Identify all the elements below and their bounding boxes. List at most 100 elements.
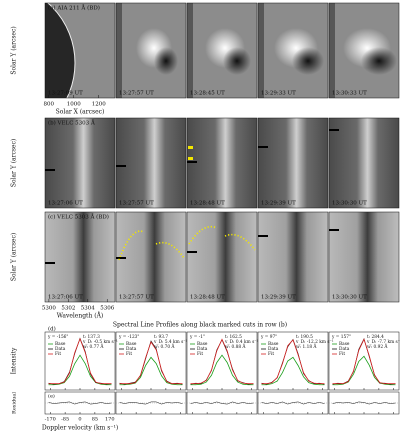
x-tick-label: 5306	[100, 306, 114, 312]
profile-line	[332, 355, 396, 386]
marker	[188, 157, 193, 160]
row-label: (a) AIA 211 Å (BD)	[48, 4, 100, 12]
fit-parameter: v_D: 5.4 km s⁻¹	[153, 339, 188, 345]
panel-label: (d)	[48, 326, 56, 333]
panel-frame	[115, 117, 187, 209]
legend-label: Fit	[197, 352, 203, 357]
panel-label: (e)	[48, 393, 55, 400]
legend-label: Data	[339, 347, 350, 352]
timestamp: 13:29:33 UT	[261, 91, 296, 97]
legend-label: Fit	[55, 352, 61, 357]
x-axis-label: Doppler velocity (km s⁻¹)	[42, 425, 118, 432]
timestamp: 13:28:48 UT	[190, 295, 225, 301]
image-panel	[258, 212, 328, 302]
legend-label: Fit	[126, 352, 132, 357]
fit-parameter: w: 0.92 Å	[367, 344, 388, 350]
image-panel	[329, 212, 399, 302]
row-label: (c) VELC 5303 Å (BD)	[48, 213, 109, 221]
limb	[116, 3, 122, 98]
traced-front	[188, 225, 218, 245]
dark-region	[154, 47, 178, 75]
legend-label: Data	[55, 347, 66, 352]
legend-label: Base	[268, 342, 279, 347]
fit-parameter: t: 284.4	[367, 335, 384, 340]
limb	[329, 3, 335, 98]
residual-line	[261, 401, 325, 405]
dark-region	[292, 47, 324, 75]
panel-frame	[186, 211, 258, 303]
x-axis-label: Wavelength (Å)	[57, 312, 104, 320]
y-axis-label: Solar Y (arcsec)	[11, 233, 18, 281]
image-panel	[116, 118, 186, 208]
x-tick-label: 5302	[61, 306, 75, 312]
residual-line	[332, 401, 396, 405]
timestamp: 13:30:33 UT	[332, 91, 367, 97]
image-panel	[187, 118, 257, 208]
limb	[258, 3, 264, 98]
timestamp: 13:29:39 UT	[261, 295, 296, 301]
image-panel	[116, 212, 186, 302]
panel-frame	[257, 2, 329, 99]
panel-frame	[328, 211, 400, 303]
y-axis-label: Intensity	[11, 347, 18, 374]
profile-line	[190, 354, 254, 386]
fit-parameter: v_D: -7.7 km s⁻¹	[366, 339, 400, 345]
residual-line	[119, 401, 183, 405]
timestamp: 13:27:57 UT	[119, 201, 154, 207]
profiles-title: Spectral Line Profiles along black marke…	[113, 322, 287, 329]
legend-label: Fit	[268, 352, 274, 357]
legend-label: Data	[126, 347, 137, 352]
timestamp: 13:27:06 UT	[48, 201, 83, 207]
legend-label: Data	[268, 347, 279, 352]
panel-frame	[328, 2, 400, 99]
residual-line	[190, 401, 254, 405]
panel-frame	[44, 2, 116, 99]
panel-frame	[257, 117, 329, 209]
fit-parameter: v_D: -0.5 km s⁻¹	[82, 339, 118, 345]
legend-label: Data	[197, 347, 208, 352]
row-label: (b) VELC 5303 Å	[48, 119, 96, 127]
fit-parameter: t: 93.7	[154, 335, 168, 340]
dark-region	[361, 47, 397, 75]
timestamp: 13:30:30 UT	[332, 295, 367, 301]
legend-label: Base	[126, 342, 137, 347]
fit-parameter: t: 162.5	[225, 335, 242, 340]
timestamp: 13:27:09 UT	[48, 91, 83, 97]
legend-label: Base	[55, 342, 66, 347]
profile-line	[332, 338, 396, 385]
solar-disk	[45, 3, 76, 98]
cut-position: y = 97"	[260, 335, 277, 340]
x-tick-label: -170	[45, 417, 56, 423]
panel-frame	[115, 2, 187, 99]
timestamp: 13:27:06 UT	[48, 295, 83, 301]
fit-parameter: w: 1.18 Å	[296, 344, 317, 350]
panel-frame	[44, 211, 116, 303]
cut-position: y = -1"	[189, 335, 205, 340]
image-panel	[258, 118, 328, 208]
timestamp: 13:28:48 UT	[190, 201, 225, 207]
x-tick-label: -85	[61, 417, 69, 423]
y-axis-label: Solar Y (arcsec)	[11, 26, 18, 74]
timestamp: 13:27:57 UT	[119, 295, 154, 301]
fit-parameter: v_D: -12.2 km s⁻¹	[295, 339, 334, 345]
fit-parameter: w: 0.70 Å	[154, 344, 175, 350]
limb	[187, 3, 193, 98]
timestamp: 13:28:45 UT	[190, 91, 225, 97]
x-tick-label: 1200	[92, 102, 106, 108]
fit-parameter: w: 0.88 Å	[225, 344, 246, 350]
panel-frame	[257, 211, 329, 303]
image-panel	[187, 212, 257, 302]
panel-frame	[44, 117, 116, 209]
timestamp: 13:27:57 UT	[119, 91, 154, 97]
x-tick-label: 5304	[81, 306, 95, 312]
fit-parameter: t: 190.5	[296, 335, 313, 340]
profile-line	[48, 337, 112, 385]
x-tick-label: 800	[44, 102, 55, 108]
image-panel	[45, 118, 115, 208]
profile-line	[261, 339, 325, 385]
legend-label: Base	[339, 342, 350, 347]
cut-position: y = 157"	[331, 335, 351, 340]
dark-region	[223, 47, 251, 75]
timestamp: 13:30:30 UT	[332, 201, 367, 207]
